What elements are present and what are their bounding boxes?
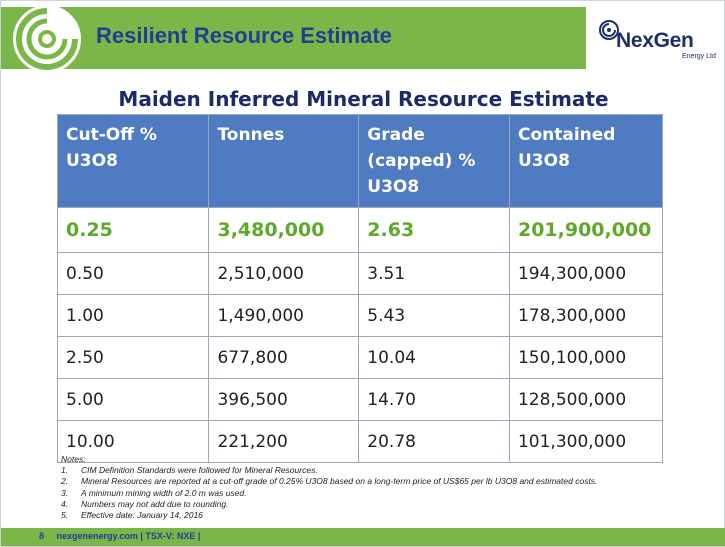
column-header: Cut-Off % U3O8 bbox=[56, 114, 210, 208]
table-row: 2.50 677,800 10.04 150,100,000 bbox=[56, 336, 664, 379]
header-band bbox=[1, 7, 586, 69]
note-text: Mineral Resources are reported at a cut-… bbox=[81, 476, 598, 487]
footer: 8 nexgenenergy.com | TSX-V: NXE | bbox=[39, 531, 200, 541]
column-header-line: Grade bbox=[367, 125, 425, 145]
table-cell: 3.51 bbox=[358, 252, 510, 295]
column-header-line: (capped) % bbox=[367, 151, 476, 171]
notes-heading: Notes: bbox=[61, 454, 86, 464]
note-number: 4. bbox=[61, 498, 69, 509]
table-cell: 101,300,000 bbox=[508, 420, 664, 463]
table-header-row: Cut-Off % U3O8 Tonnes Grade (capped) % U3O8 Co… bbox=[56, 114, 664, 208]
note-text: CIM Definition Standards were followed f… bbox=[81, 465, 318, 476]
note-item: 1. CIM Definition Standards were followed… bbox=[61, 465, 597, 476]
table-cell: 677,800 bbox=[208, 336, 360, 379]
table-cell: 2,510,000 bbox=[208, 252, 360, 295]
table-cell: 3,480,000 bbox=[208, 207, 360, 253]
brand-name: NexGen bbox=[616, 29, 694, 52]
column-header: Tonnes bbox=[208, 114, 360, 208]
note-number: 2. bbox=[61, 476, 69, 487]
table-cell: 20.78 bbox=[358, 420, 510, 463]
brand-subtitle: Energy Ltd bbox=[682, 53, 716, 60]
table-cell: 0.50 bbox=[56, 252, 210, 295]
column-header-line: U3O8 bbox=[517, 151, 570, 171]
concentric-circle-icon bbox=[13, 5, 81, 73]
footer-text: nexgenenergy.com | TSX-V: NXE | bbox=[56, 531, 201, 541]
table-cell: 201,900,000 bbox=[508, 207, 664, 253]
brand-logo: NexGen Energy Ltd bbox=[596, 19, 721, 65]
table-cell: 5.43 bbox=[358, 294, 510, 337]
table-cell: 178,300,000 bbox=[508, 294, 664, 337]
note-item: 4. Numbers may not add due to rounding. bbox=[61, 499, 597, 510]
table-cell: 14.70 bbox=[358, 378, 510, 421]
note-number: 3. bbox=[61, 487, 69, 498]
notes: Notes: 1. CIM Definition Standards were f… bbox=[61, 454, 597, 521]
note-number: 5. bbox=[61, 510, 69, 521]
table-row: 5.00 396,500 14.70 128,500,000 bbox=[56, 378, 664, 421]
table-cell: 1.00 bbox=[56, 294, 210, 337]
table-cell: 10.00 bbox=[56, 420, 210, 463]
table-cell: 1,490,000 bbox=[208, 294, 360, 337]
note-item: 2. Mineral Resources are reported at a cu… bbox=[61, 476, 597, 487]
note-text: A minimum mining width of 2.0 m was used… bbox=[81, 487, 247, 498]
table-row: 0.50 2,510,000 3.51 194,300,000 bbox=[56, 252, 664, 295]
note-text: Effective date: January 14, 2016 bbox=[81, 510, 203, 521]
table-cell: 2.63 bbox=[358, 207, 510, 253]
column-header: Contained U3O8 bbox=[508, 114, 664, 208]
table-cell: 0.25 bbox=[56, 207, 210, 253]
table-cell: 150,100,000 bbox=[508, 336, 664, 379]
table-row-highlight: 0.25 3,480,000 2.63 201,900,000 bbox=[56, 207, 664, 253]
table-row: 1.00 1,490,000 5.43 178,300,000 bbox=[56, 294, 664, 337]
notes-list: 1. CIM Definition Standards were followed… bbox=[61, 465, 597, 521]
table-title: Maiden Inferred Mineral Resource Estimat… bbox=[118, 87, 609, 111]
note-text: Numbers may not add due to rounding. bbox=[81, 498, 229, 509]
column-header-line: U3O8 bbox=[66, 151, 118, 171]
page-title: Resilient Resource Estimate bbox=[96, 23, 392, 48]
column-header-line: Cut-Off % bbox=[66, 125, 157, 145]
note-item: 3. A minimum mining width of 2.0 m was us… bbox=[61, 488, 597, 499]
page-number: 8 bbox=[39, 531, 45, 541]
footer-bar bbox=[1, 528, 725, 546]
nexgen-logo-mark-icon bbox=[599, 20, 619, 40]
column-header: Grade (capped) % U3O8 bbox=[358, 114, 510, 208]
column-header-line: Contained bbox=[517, 125, 616, 145]
note-item: 5. Effective date: January 14, 2016 bbox=[61, 510, 597, 521]
table-cell: 128,500,000 bbox=[508, 378, 664, 421]
table-cell: 194,300,000 bbox=[508, 252, 664, 295]
note-number: 1. bbox=[61, 465, 69, 476]
table-row: 10.00 221,200 20.78 101,300,000 bbox=[56, 420, 664, 463]
column-header-line: Tonnes bbox=[217, 125, 285, 145]
table-cell: 2.50 bbox=[56, 336, 210, 379]
column-header-line: U3O8 bbox=[367, 177, 420, 197]
table-cell: 5.00 bbox=[56, 378, 210, 421]
table-cell: 221,200 bbox=[208, 420, 360, 463]
resource-table: Cut-Off % U3O8 Tonnes Grade (capped) % U3O8 Co… bbox=[56, 114, 664, 463]
table-cell: 396,500 bbox=[208, 378, 360, 421]
table-cell: 10.04 bbox=[358, 336, 510, 379]
